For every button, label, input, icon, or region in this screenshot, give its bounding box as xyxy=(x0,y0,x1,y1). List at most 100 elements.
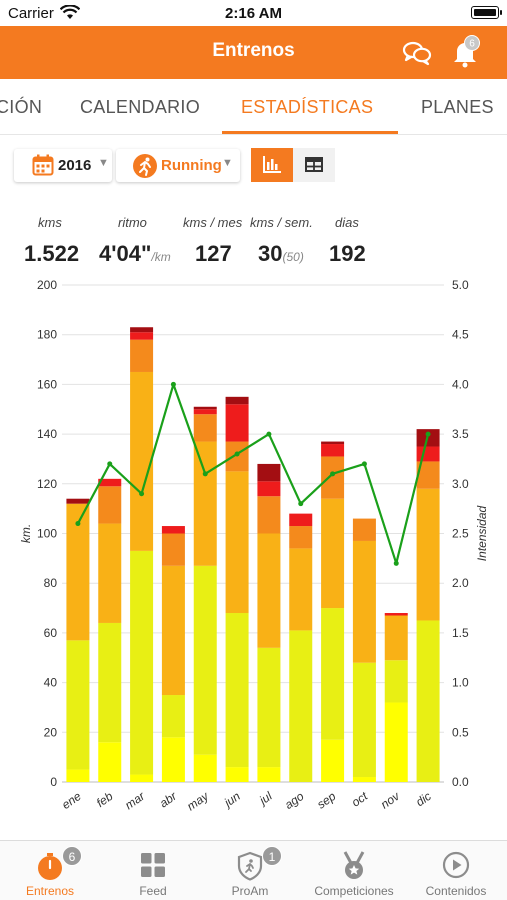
bar-segment xyxy=(321,739,345,782)
x-tick-label: mar xyxy=(122,788,148,812)
chart-view-button[interactable] xyxy=(251,148,293,182)
y2-tick-label: 4.0 xyxy=(452,377,469,391)
y2-tick-label: 3.0 xyxy=(452,477,469,491)
bar-segment xyxy=(352,777,376,782)
x-tick-label: nov xyxy=(378,788,403,811)
y2-tick-label: 3.5 xyxy=(452,427,469,441)
intensity-point xyxy=(393,560,399,566)
entrenos-badge: 6 xyxy=(62,846,82,866)
bar-segment xyxy=(321,608,345,740)
bar-segment xyxy=(384,660,408,703)
bar-segment xyxy=(130,774,154,782)
sport-selector[interactable]: Running ▼ xyxy=(116,149,240,182)
stat-pace-label: ritmo xyxy=(118,215,147,230)
status-bar: Carrier 2:16 AM xyxy=(0,0,507,26)
x-tick-label: may xyxy=(184,788,211,813)
grid-icon xyxy=(141,853,165,877)
wifi-icon xyxy=(60,5,80,19)
bar-segment xyxy=(321,456,345,499)
stat-pace-unit: /km xyxy=(151,250,171,264)
bar-segment xyxy=(193,441,217,566)
proam-badge: 1 xyxy=(262,846,282,866)
tabbar-label: Competiciones xyxy=(314,884,394,898)
battery-icon xyxy=(471,6,502,19)
bar-segment xyxy=(98,742,122,782)
bar-segment xyxy=(416,461,440,489)
bar-segment xyxy=(225,767,249,782)
tab-planes[interactable]: PLANES xyxy=(421,97,494,117)
x-tick-label: oct xyxy=(349,789,371,810)
bar-segment xyxy=(161,526,185,534)
bar-segment xyxy=(384,613,408,616)
bar-segment xyxy=(225,404,249,442)
y-tick-label: 20 xyxy=(44,725,58,739)
bar-segment xyxy=(352,662,376,778)
x-tick-label: sep xyxy=(314,789,338,812)
year-selector[interactable]: 2016 ▼ xyxy=(14,149,112,182)
tabbar-item-competiciones[interactable]: Competiciones xyxy=(304,841,404,900)
y-tick-label: 40 xyxy=(44,676,58,690)
y2-axis-label: Intensidad xyxy=(475,505,489,561)
bar-segment xyxy=(193,754,217,782)
carrier-label: Carrier xyxy=(8,5,54,22)
y-tick-label: 180 xyxy=(37,328,57,342)
tabbar-item-feed[interactable]: Feed xyxy=(103,841,203,900)
play-icon xyxy=(442,851,470,879)
bar-segment xyxy=(321,498,345,609)
tabbar-label: Contenidos xyxy=(425,884,487,898)
bar-segment xyxy=(130,332,154,340)
bar-segment xyxy=(193,414,217,442)
intensity-point xyxy=(107,461,113,467)
x-tick-label: jun xyxy=(220,789,243,811)
y-tick-label: 200 xyxy=(37,278,57,292)
table-view-button[interactable] xyxy=(293,148,335,182)
bar-segment xyxy=(66,498,90,504)
bar-segment xyxy=(289,526,313,549)
tabbar-item-entrenos[interactable]: 6 Entrenos xyxy=(0,841,100,900)
page-title: Entrenos xyxy=(212,40,295,61)
chat-icon[interactable] xyxy=(400,38,434,68)
intensity-point xyxy=(361,461,367,467)
intensity-point xyxy=(170,381,176,387)
intensity-point xyxy=(266,431,272,437)
bell-icon[interactable]: 6 xyxy=(448,35,482,69)
x-tick-label: jul xyxy=(255,789,275,809)
tab-calendario[interactable]: CALENDARIO xyxy=(80,97,201,117)
bar-segment xyxy=(384,702,408,782)
bar-segment xyxy=(130,550,154,775)
bar-segment xyxy=(130,371,154,551)
intensity-point xyxy=(330,471,336,477)
shield-runner-icon xyxy=(237,851,263,881)
x-tick-label: ago xyxy=(282,789,307,812)
bar-segment xyxy=(98,486,122,524)
tabbar-label: Feed xyxy=(139,884,167,898)
bar-segment xyxy=(130,327,154,333)
y2-tick-label: 0.0 xyxy=(452,775,469,789)
bar-segment xyxy=(257,481,281,497)
intensity-line xyxy=(76,383,430,565)
bar-segment xyxy=(193,406,217,410)
tab-informacion[interactable]: CIÓN xyxy=(0,97,43,117)
intensity-point xyxy=(234,451,240,457)
y2-tick-label: 2.5 xyxy=(452,527,469,541)
bar-segment xyxy=(66,640,90,770)
bar-segment xyxy=(225,471,249,614)
y-tick-label: 120 xyxy=(37,477,57,491)
tabbar-item-contenidos[interactable]: Contenidos xyxy=(406,841,506,900)
bar-segment xyxy=(98,523,122,623)
bar-segment xyxy=(98,478,122,487)
active-tab-indicator xyxy=(222,131,398,134)
intensity-point xyxy=(202,471,208,477)
tabbar-item-proam[interactable]: 1 ProAm xyxy=(200,841,300,900)
y-tick-label: 100 xyxy=(37,527,57,541)
tab-estadisticas[interactable]: ESTADÍSTICAS xyxy=(241,97,374,117)
bar-segment xyxy=(352,540,376,663)
stat-kms-month-value: 127 xyxy=(195,241,232,266)
bar-segment xyxy=(384,615,408,661)
medal-icon xyxy=(343,851,365,879)
bar-segment xyxy=(352,518,376,541)
bar-segment xyxy=(257,496,281,534)
bar-segment xyxy=(98,622,122,743)
y2-tick-label: 2.0 xyxy=(452,576,469,590)
bar-segment xyxy=(321,441,345,445)
